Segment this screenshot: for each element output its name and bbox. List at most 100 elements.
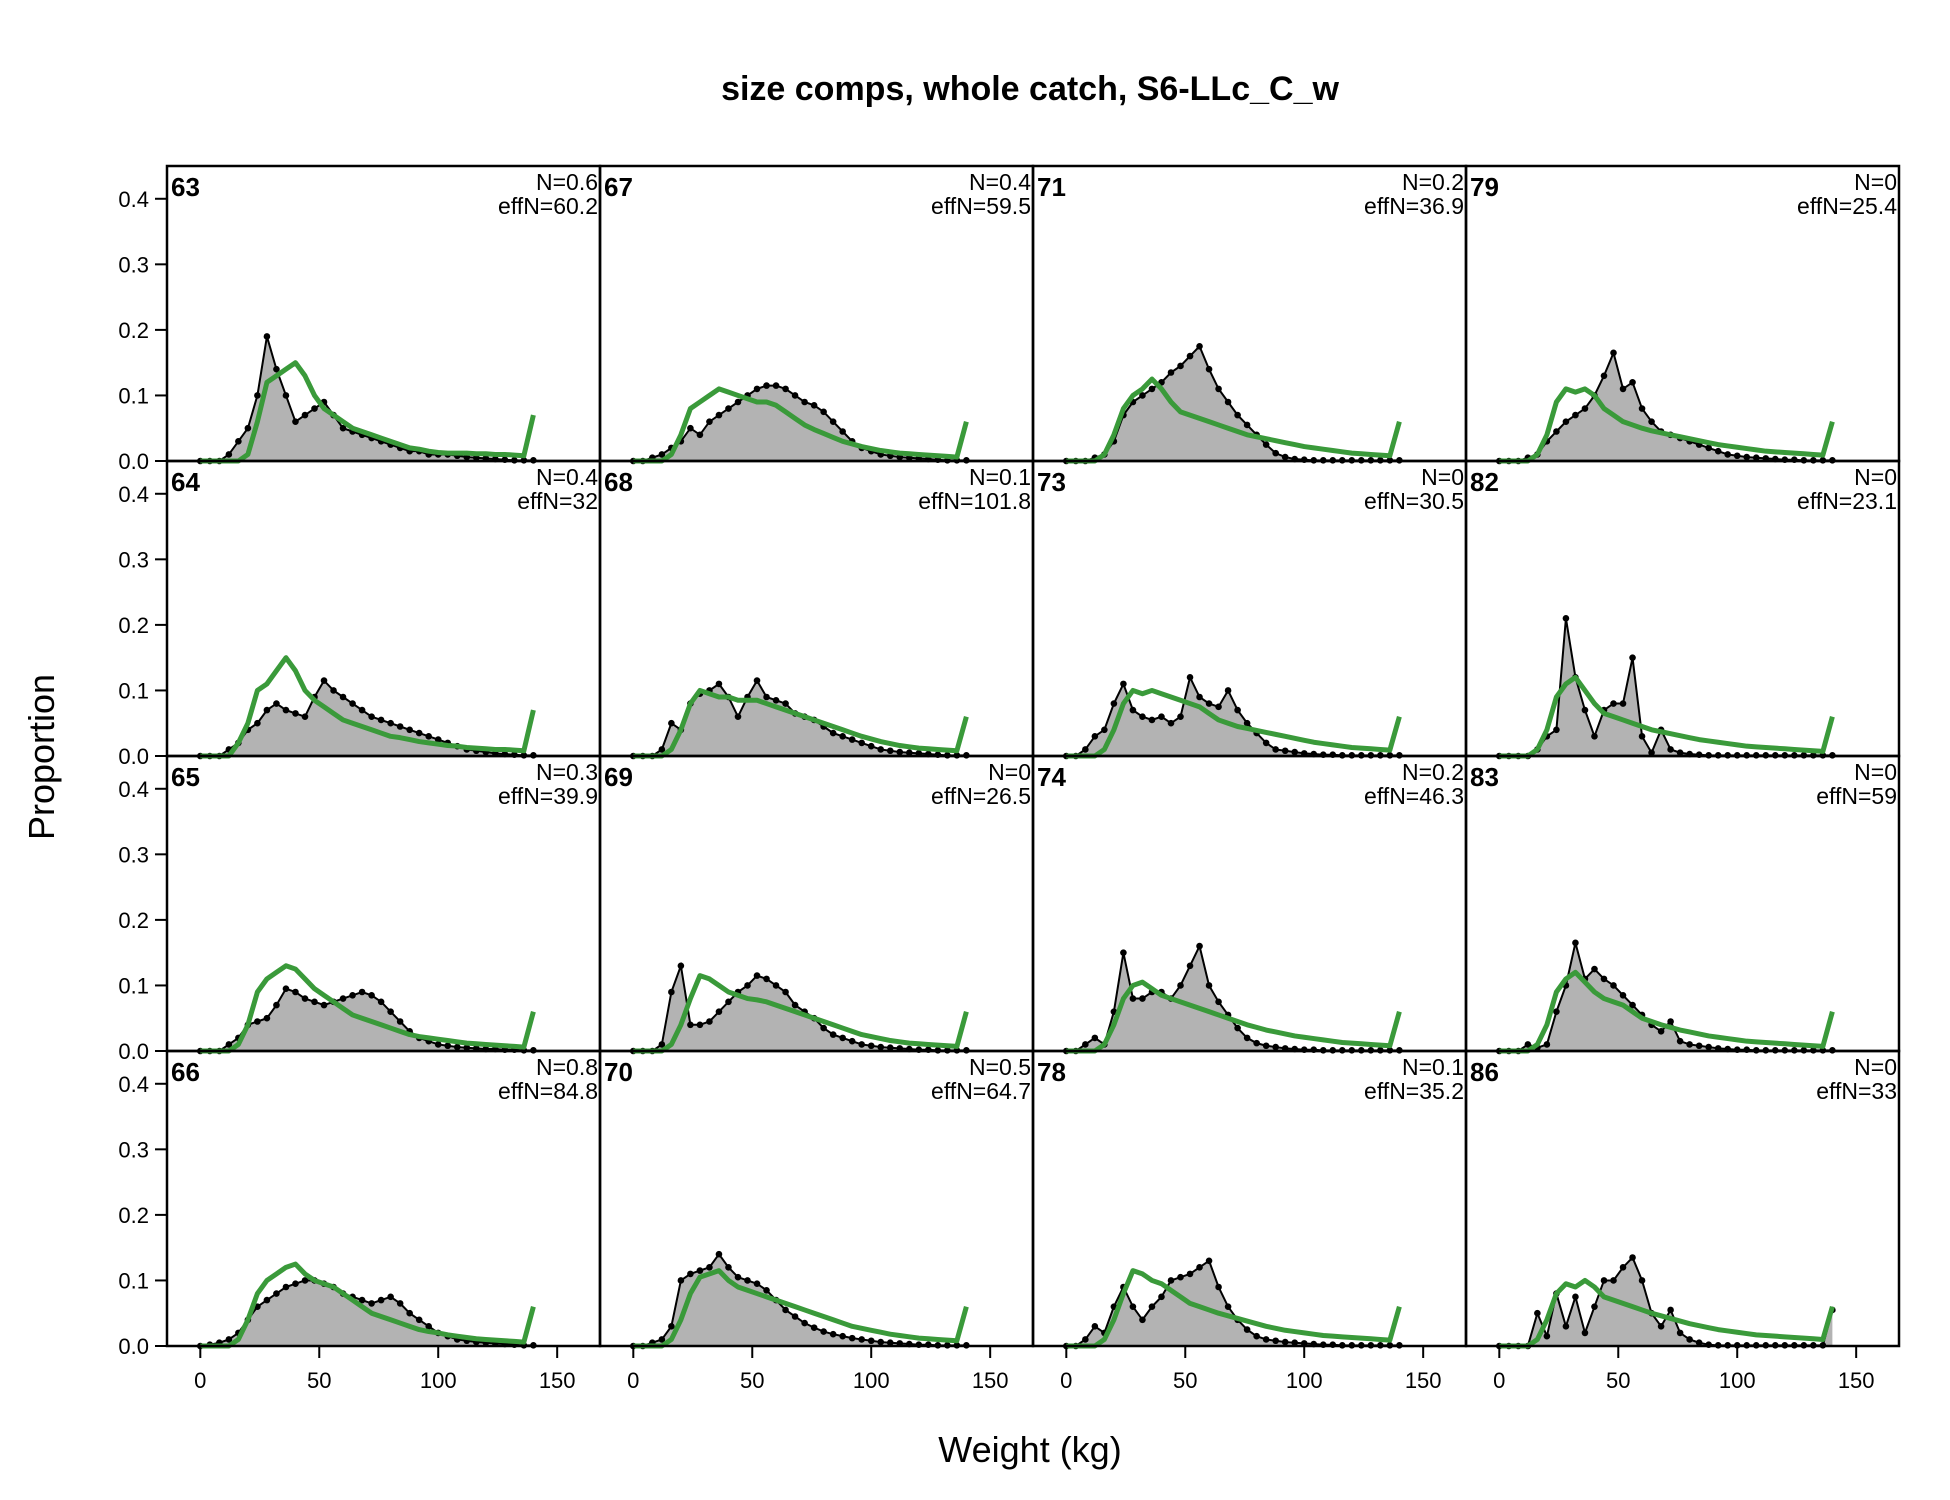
panel-label: 74 xyxy=(1037,762,1066,792)
expected-line xyxy=(1066,979,1402,1054)
observed-point xyxy=(877,1338,885,1346)
observed-point xyxy=(772,696,780,704)
panel-effn: effN=23.1 xyxy=(1797,488,1897,514)
panel-n: N=0.4 xyxy=(536,464,598,490)
y-tick-label: 0.0 xyxy=(118,1039,149,1064)
y-tick-label: 0.3 xyxy=(118,1137,149,1162)
observed-point xyxy=(1167,719,1175,727)
observed-point xyxy=(1291,1339,1299,1347)
observed-point xyxy=(658,1336,666,1343)
observed-point xyxy=(772,382,780,389)
panel-label: 82 xyxy=(1470,467,1499,497)
observed-point xyxy=(1177,982,1184,989)
observed-point xyxy=(282,392,290,399)
observed-point xyxy=(292,710,299,717)
observed-point xyxy=(358,988,366,996)
observed-area xyxy=(200,336,534,461)
observed-point xyxy=(1657,1028,1665,1035)
panel-effn: effN=33 xyxy=(1816,1078,1897,1104)
observed-point xyxy=(292,1280,299,1288)
observed-point xyxy=(1129,706,1137,714)
observed-point xyxy=(734,713,742,720)
observed-point xyxy=(406,1309,413,1317)
panel-label: 68 xyxy=(604,467,633,497)
y-tick-label: 0.1 xyxy=(118,678,149,703)
observed-point xyxy=(453,1043,461,1051)
observed-point xyxy=(1638,1277,1646,1284)
observed-point xyxy=(1572,1293,1579,1301)
observed-point xyxy=(1091,1034,1099,1042)
y-tick-label: 0.1 xyxy=(118,383,149,408)
panel-effn: effN=36.9 xyxy=(1364,193,1464,219)
observed-point xyxy=(782,700,789,707)
observed-point xyxy=(1572,939,1579,947)
x-tick-label: 100 xyxy=(420,1368,457,1393)
observed-point xyxy=(867,742,875,750)
observed-point xyxy=(1129,995,1137,1002)
observed-point xyxy=(696,431,704,439)
panel-n: N=0.2 xyxy=(1402,759,1464,785)
observed-point xyxy=(867,1337,875,1345)
observed-point xyxy=(415,729,423,737)
observed-point xyxy=(377,998,385,1006)
x-tick-label: 100 xyxy=(1286,1368,1323,1393)
observed-point xyxy=(1272,449,1279,457)
observed-point xyxy=(1196,342,1203,350)
observed-point xyxy=(377,716,385,724)
observed-point xyxy=(1619,1264,1627,1271)
observed-point xyxy=(715,1008,723,1015)
observed-area xyxy=(1499,352,1833,461)
observed-area xyxy=(200,1280,534,1346)
observed-point xyxy=(1120,949,1127,956)
x-tick-label: 100 xyxy=(1719,1368,1756,1393)
observed-point xyxy=(387,1293,394,1301)
observed-point xyxy=(1705,1043,1712,1051)
observed-point xyxy=(867,1042,875,1050)
observed-point xyxy=(320,1001,328,1009)
observed-point xyxy=(753,972,761,979)
x-tick-label: 0 xyxy=(1493,1368,1505,1393)
observed-point xyxy=(425,733,433,740)
observed-point xyxy=(1082,1336,1089,1343)
observed-point xyxy=(1139,392,1146,399)
observed-point xyxy=(1686,1041,1693,1048)
observed-point xyxy=(782,385,789,393)
y-tick-label: 0.0 xyxy=(118,1334,149,1359)
observed-point xyxy=(687,1270,694,1278)
expected-line xyxy=(1499,1277,1835,1349)
panel-label: 73 xyxy=(1037,467,1066,497)
observed-point xyxy=(1610,349,1617,357)
observed-area xyxy=(1499,618,1833,756)
observed-point xyxy=(763,693,770,701)
observed-point xyxy=(706,1264,713,1271)
observed-point xyxy=(1196,942,1203,950)
observed-point xyxy=(1224,398,1232,406)
observed-point xyxy=(886,1044,894,1052)
observed-point xyxy=(763,975,770,983)
observed-point xyxy=(791,1313,799,1320)
observed-point xyxy=(1619,991,1627,999)
y-tick-label: 0.2 xyxy=(118,613,149,638)
x-tick-label: 150 xyxy=(1838,1368,1875,1393)
observed-point xyxy=(1129,1303,1137,1310)
observed-point xyxy=(696,1267,704,1274)
observed-point xyxy=(282,706,290,714)
observed-point xyxy=(1139,713,1146,720)
observed-point xyxy=(1724,451,1732,458)
observed-point xyxy=(1215,1283,1222,1291)
observed-point xyxy=(358,1296,366,1304)
observed-point xyxy=(1667,1018,1674,1025)
observed-point xyxy=(668,988,675,996)
observed-point xyxy=(1186,1270,1194,1278)
y-tick-label: 0.3 xyxy=(118,252,149,277)
observed-point xyxy=(1205,982,1213,989)
observed-point xyxy=(1234,411,1241,419)
observed-point xyxy=(1234,1024,1241,1032)
observed-point xyxy=(801,1319,808,1327)
observed-point xyxy=(1562,418,1570,425)
observed-point xyxy=(1186,674,1194,681)
